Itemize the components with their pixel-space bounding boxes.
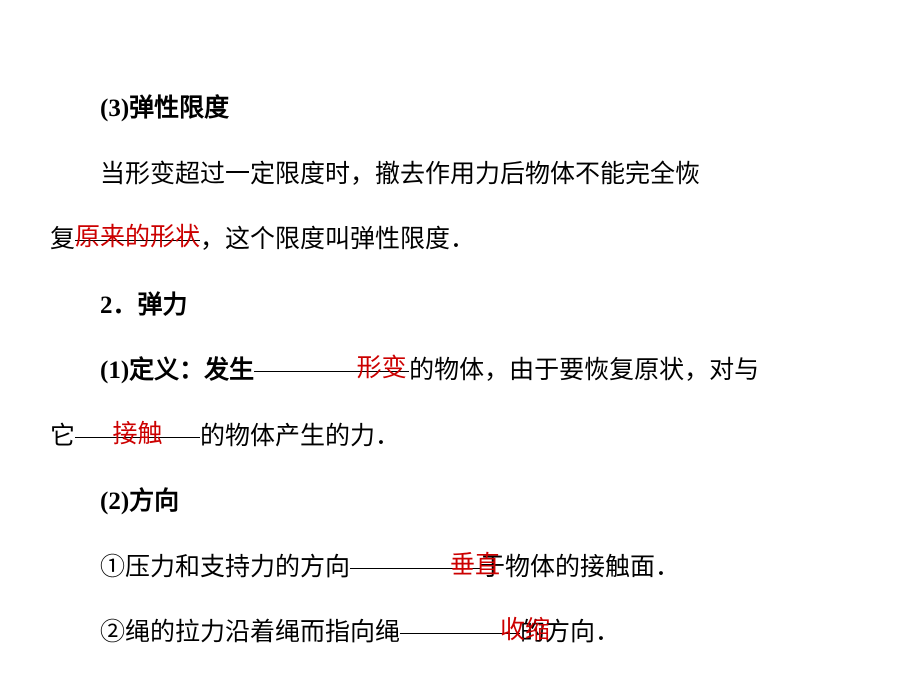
document-content: (3)弹性限度 当形变超过一定限度时，撤去作用力后物体不能完全恢 复原来的形状，… xyxy=(50,80,870,662)
section3-title: (3)弹性限度 xyxy=(50,80,870,138)
item2-sub2-prefix: ②绳的拉力沿着绳而指向绳 xyxy=(100,619,400,646)
section3-title-text: (3)弹性限度 xyxy=(100,95,229,122)
item2-sub1-prefix: ①压力和支持力的方向 xyxy=(100,554,350,581)
blank-perpendicular: 垂直 xyxy=(350,539,480,569)
item2-sub1: ①压力和支持力的方向垂直于物体的接触面． xyxy=(50,539,870,597)
item1-prefix: (1)定义：发生 xyxy=(100,357,254,384)
answer-deformation: 形变 xyxy=(307,340,407,398)
item2-title: (2)方向 xyxy=(50,473,870,531)
section3-para-text1: 当形变超过一定限度时，撤去作用力后物体不能完全恢 xyxy=(100,161,700,188)
answer-contact: 接触 xyxy=(113,406,163,464)
item1-line1: (1)定义：发生形变的物体，由于要恢复原状，对与 xyxy=(50,342,870,400)
item1-line2-suffix: 的物体产生的力． xyxy=(200,423,400,450)
section2-title-text: 2．弹力 xyxy=(100,292,188,319)
section3-para-line2: 复原来的形状，这个限度叫弹性限度． xyxy=(50,211,870,269)
answer-shrink: 收缩 xyxy=(450,602,550,660)
section3-para-suffix2: ，这个限度叫弹性限度． xyxy=(200,226,475,253)
item2-sub2: ②绳的拉力沿着绳而指向绳收缩的方向． xyxy=(50,604,870,662)
answer-elastic-limit: 原来的形状 xyxy=(75,209,200,267)
answer-perpendicular: 垂直 xyxy=(400,537,500,595)
blank-contact: 接触 xyxy=(75,408,200,438)
section3-para-line1: 当形变超过一定限度时，撤去作用力后物体不能完全恢 xyxy=(50,146,870,204)
blank-deformation: 形变 xyxy=(254,342,409,372)
item1-middle: 的物体，由于要恢复原状，对与 xyxy=(409,357,759,384)
item2-title-text: (2)方向 xyxy=(100,488,179,515)
blank-shrink: 收缩 xyxy=(400,604,520,634)
section2-title: 2．弹力 xyxy=(50,277,870,335)
item1-line2: 它接触的物体产生的力． xyxy=(50,408,870,466)
section3-para-prefix2: 复 xyxy=(50,226,75,253)
item1-line2-prefix: 它 xyxy=(50,423,75,450)
item2-sub1-suffix: 于物体的接触面． xyxy=(480,554,680,581)
blank-elastic-limit: 原来的形状 xyxy=(75,211,200,241)
